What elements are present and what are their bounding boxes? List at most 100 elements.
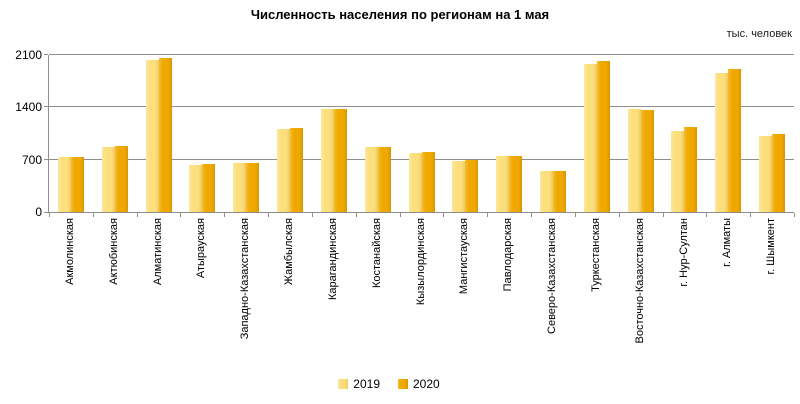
x-axis-tick [93,213,94,217]
gridline [49,106,794,108]
x-axis-label-cell: Карагандинская [311,218,355,376]
x-axis-label-cell: Северо-Казахстанская [530,218,574,376]
x-axis-label-cell: Акмолинская [48,218,92,376]
bar-2019 [102,147,115,212]
x-axis-label: Мангистауская [458,218,471,295]
y-axis-label: 1400 [15,100,42,115]
legend-swatch-2020 [398,379,408,389]
y-axis-label: 700 [21,152,42,167]
x-axis-label: Карагандинская [326,218,339,300]
bar-2020 [378,147,391,212]
x-axis-tick [180,213,181,217]
bar-2020 [465,160,478,212]
bar-2020 [509,156,522,212]
bar-2020 [334,109,347,212]
x-axis-tick [750,213,751,217]
x-axis-label-cell: Западно-Казахстанская [223,218,267,376]
x-axis-label-cell: Павлодарская [486,218,530,376]
x-axis-tick [619,213,620,217]
x-axis-tick [706,213,707,217]
x-axis-label: Жамбылская [283,218,296,286]
bar-2019 [540,171,553,212]
x-axis-tick [224,213,225,217]
y-axis-tick [44,106,48,108]
bar-2020 [553,171,566,212]
x-axis-label-cell: Костанайская [355,218,399,376]
x-axis-label: Акмолинская [63,218,76,285]
legend: 2019 2020 [0,377,778,391]
x-axis-tick [400,213,401,217]
y-axis-tick [44,54,48,55]
bar-2019 [233,163,246,212]
x-axis-label: Костанайская [370,218,383,289]
y-axis-labels: 0 700 1400 2100 [0,0,42,404]
legend-swatch-2019 [338,379,349,389]
x-axis-label: Северо-Казахстанская [546,218,559,334]
x-axis-tick [487,213,488,217]
x-axis-tick [137,213,138,217]
x-axis-label: г. Алматы [721,218,734,267]
bar-2020 [115,146,128,212]
x-axis-label: Западно-Казахстанская [239,218,252,340]
x-axis-label-cell: г. Шымкент [749,218,793,376]
x-axis-label: г. Нур-Султан [677,218,690,287]
x-axis-label-cell: Туркестанская [574,218,618,376]
bar-2019 [759,136,772,212]
x-axis-label: Алматинская [151,218,164,286]
bar-2019 [321,109,334,212]
x-axis-label-cell: Восточно-Казахстанская [618,218,662,376]
x-axis-label-cell: Мангистауская [442,218,486,376]
legend-label-2019: 2019 [353,377,380,391]
x-axis-labels: Акмолинская Актюбинская Алматинская Атыраус… [48,218,793,376]
y-axis-tick [44,158,48,160]
x-axis-label: Кызылординская [414,218,427,306]
bar-2020 [422,152,435,212]
legend-item-2019: 2019 [338,377,380,391]
y-axis-tick [44,212,48,213]
chart-title: Численность населения по регионам на 1 м… [250,7,550,22]
unit-label: тыс. человек [726,28,792,40]
bar-2020 [290,128,303,212]
bar-2020 [246,163,259,212]
bar-2019 [58,157,71,212]
bar-2019 [365,147,378,212]
x-axis-label: Актюбинская [107,218,120,285]
x-axis-label-cell: Алматинская [136,218,180,376]
x-axis-tick [531,213,532,217]
bar-2020 [597,61,610,212]
bar-2020 [728,69,741,212]
x-axis-tick [575,213,576,217]
bar-2019 [452,161,465,212]
plot-area [44,54,795,217]
bar-2020 [641,110,654,212]
legend-item-2020: 2020 [398,377,440,391]
bar-2019 [671,131,684,212]
x-axis-label-cell: Жамбылская [267,218,311,376]
x-axis-tick [794,213,795,217]
x-axis-tick [312,213,313,217]
bar-2019 [584,64,597,212]
x-axis-label-cell: Актюбинская [92,218,136,376]
bar-2019 [189,165,202,212]
legend-label-2020: 2020 [413,377,440,391]
x-axis-tick [268,213,269,217]
x-axis-label: Атырауская [195,218,208,279]
x-axis-label: Туркестанская [589,218,602,292]
y-axis-label: 0 [35,205,42,219]
bar-2019 [715,73,728,212]
bar-2019 [277,129,290,212]
gridline [49,54,794,55]
bar-2019 [628,109,641,212]
bar-2020 [202,164,215,212]
x-axis-tick [49,213,50,217]
x-axis-tick [356,213,357,217]
bar-2019 [496,156,509,212]
bar-2019 [146,60,159,212]
x-axis-label-cell: г. Алматы [705,218,749,376]
bar-2020 [159,58,172,212]
x-axis-label-cell: Кызылординская [399,218,443,376]
bar-2020 [772,134,785,212]
x-axis-tick [443,213,444,217]
x-axis-label-cell: г. Нур-Султан [662,218,706,376]
